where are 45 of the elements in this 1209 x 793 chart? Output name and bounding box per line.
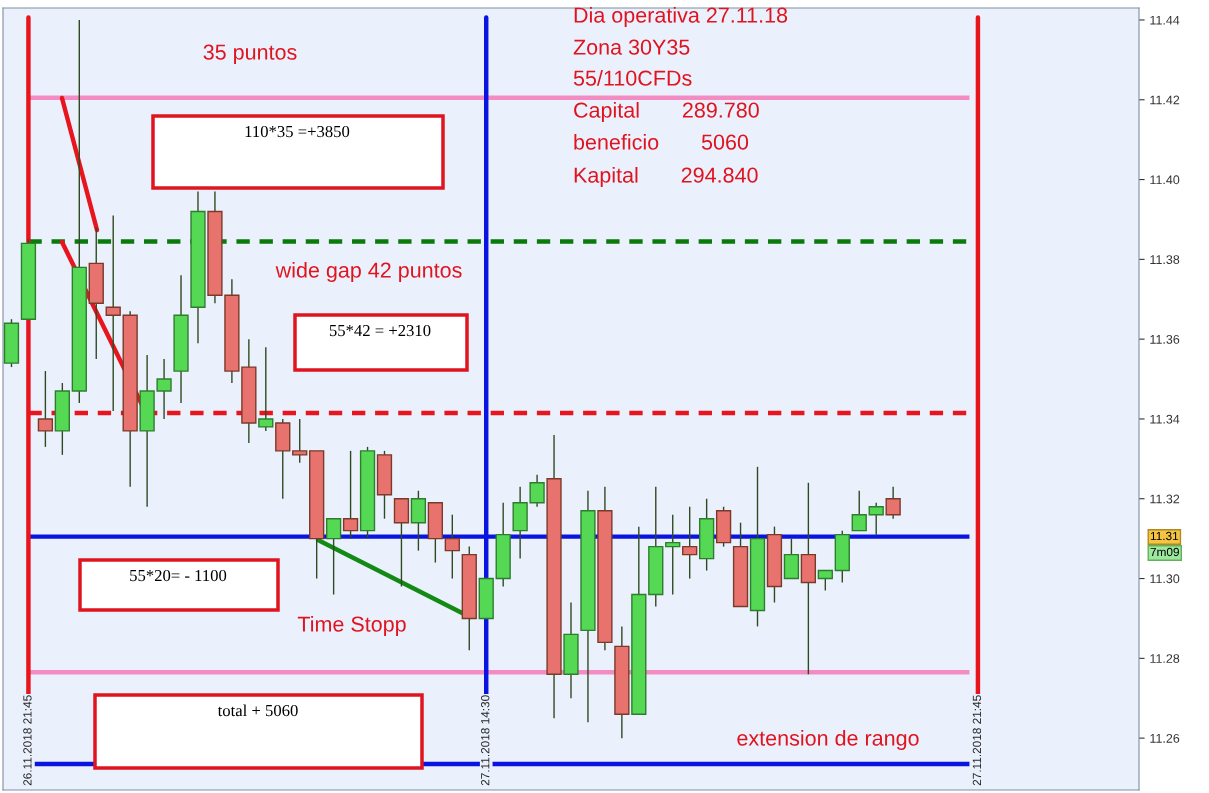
annotation: 55*42 = +2310 — [329, 324, 431, 337]
candlestick — [410, 490, 427, 552]
x-tick-label: 26.11.2018 21:45 — [23, 695, 32, 786]
y-tick-label: 11.28 — [1150, 654, 1180, 663]
y-tick-label: 11.34 — [1150, 414, 1180, 424]
y-tick-label: 11.38 — [1150, 255, 1180, 265]
annotation: Capital 289.780 — [574, 101, 759, 123]
y-tick-label: 11.36 — [1150, 334, 1180, 344]
candlestick — [444, 514, 460, 580]
y-tick-label: 11.42 — [1150, 95, 1180, 105]
y-tick-label: 11.26 — [1150, 733, 1180, 743]
annotation: 55/110CFDs — [573, 69, 692, 86]
annotation: Time Stopp — [297, 615, 406, 637]
x-tick-label: 27.11.2018 21:45 — [972, 695, 982, 786]
x-tick-label: 27.11.2018 14:30 — [481, 695, 490, 786]
candlestick — [665, 514, 681, 596]
text: 7m09 — [1150, 547, 1179, 557]
annotation: 55*20= - 1100 — [130, 569, 227, 582]
annotation: 35 puntos — [203, 44, 297, 65]
candlestick — [105, 214, 121, 412]
y-tick-label: 11.44 — [1150, 15, 1180, 25]
candlestick — [292, 418, 308, 464]
candlestick — [342, 450, 359, 540]
candlestick — [37, 370, 54, 448]
y-tick-label: 11.32 — [1150, 494, 1180, 504]
annotation: beneficio 5060 — [574, 133, 749, 150]
annotation: 110*35 =+3850 — [245, 125, 350, 138]
annotation: extension de rango — [737, 729, 919, 751]
annotation: Kapital 294.840 — [574, 166, 758, 188]
annotation: total + 5060 — [217, 704, 298, 717]
candlestick — [868, 502, 884, 536]
candlestick — [258, 346, 274, 432]
annotation: Dia operativa 27.11.18 — [574, 6, 788, 28]
annotation: wide gap 42 puntos — [275, 261, 462, 283]
candlestick — [817, 569, 833, 592]
text: 11.31 — [1150, 531, 1179, 541]
candlestick — [885, 486, 901, 520]
candlestick — [682, 506, 698, 580]
candlestick — [783, 537, 800, 580]
annotation: Zona 30Y35 — [573, 39, 690, 55]
y-tick-label: 11.30 — [1150, 574, 1180, 584]
y-tick-label: 11.40 — [1150, 175, 1180, 185]
candlestick — [851, 490, 867, 532]
candlestick — [393, 498, 410, 588]
candlestick — [325, 517, 342, 596]
